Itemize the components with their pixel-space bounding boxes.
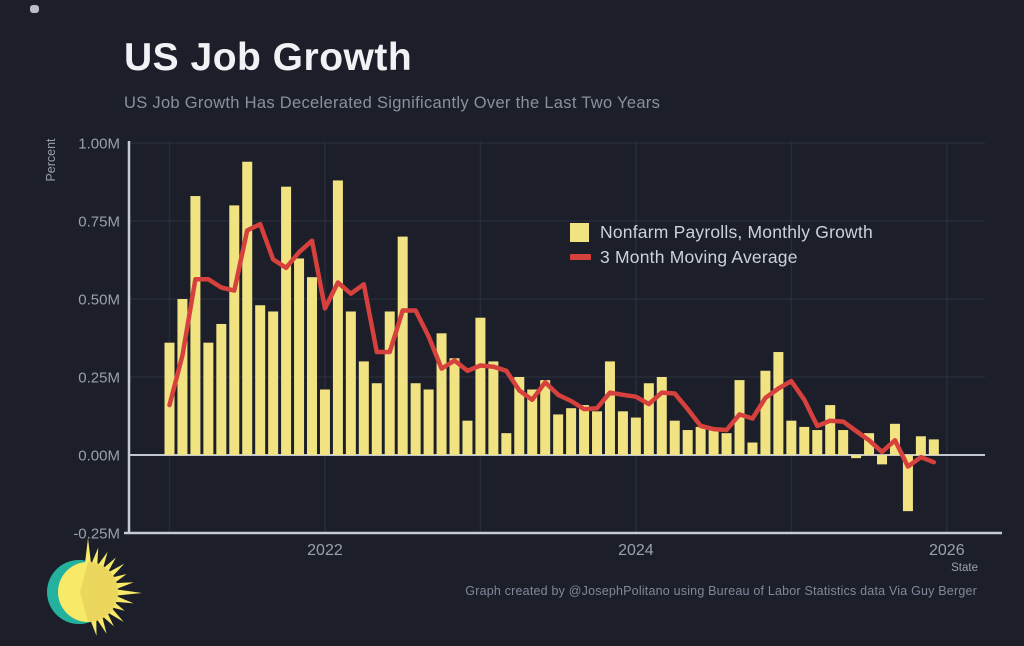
- y-tick-label: 0.75M: [78, 214, 120, 231]
- payroll-bar: [177, 299, 188, 455]
- y-axis-title: Percent: [44, 138, 58, 182]
- payroll-bar: [760, 370, 771, 455]
- payroll-bar: [488, 361, 499, 455]
- payroll-bar: [721, 433, 732, 455]
- payroll-bar: [307, 277, 318, 455]
- payroll-bar: [371, 383, 382, 455]
- payroll-bar: [294, 258, 305, 455]
- payroll-bar: [397, 236, 408, 455]
- payroll-bar: [838, 430, 849, 455]
- legend-label-bars: Nonfarm Payrolls, Monthly Growth: [600, 221, 873, 242]
- payroll-bar: [812, 430, 823, 455]
- payroll-bar: [864, 433, 875, 455]
- x-tick-label: 2024: [618, 542, 654, 559]
- page-subtitle: US Job Growth Has Decelerated Significan…: [124, 94, 661, 112]
- payroll-bar: [592, 411, 603, 455]
- payroll-bar: [255, 305, 266, 455]
- payroll-bar: [617, 411, 628, 455]
- payroll-bar: [216, 323, 227, 455]
- payroll-bar: [851, 455, 862, 459]
- y-tick-label: 0.50M: [78, 292, 120, 309]
- payroll-bar: [501, 433, 512, 455]
- payroll-bar: [242, 161, 253, 455]
- legend-label-line: 3 Month Moving Average: [600, 246, 798, 267]
- y-tick-labels: 1.00M 0.75M 0.50M 0.25M 0.00M -0.25M: [73, 136, 120, 543]
- payroll-bar: [436, 333, 447, 455]
- y-tick-label: 0.25M: [78, 370, 120, 387]
- payroll-bar: [423, 389, 434, 455]
- payroll-bar: [643, 383, 654, 455]
- payroll-bar: [384, 311, 395, 455]
- payroll-bar: [229, 205, 240, 455]
- payroll-bar: [877, 455, 888, 465]
- payroll-bar: [579, 405, 590, 455]
- payroll-bar: [345, 311, 356, 455]
- payroll-bar: [566, 408, 577, 455]
- payroll-bar: [527, 389, 538, 455]
- apricitas-sun-logo: [47, 538, 142, 636]
- line-series-swatch-icon: [570, 254, 591, 260]
- y-tick-label: -0.25M: [73, 526, 120, 543]
- y-tick-label: 0.00M: [78, 448, 120, 465]
- payroll-bar: [190, 196, 201, 456]
- x-tick-label: 2022: [307, 542, 343, 559]
- chart-legend: Nonfarm Payrolls, Monthly Growth 3 Month…: [570, 221, 873, 268]
- payroll-bar: [708, 430, 719, 455]
- logo-sun-facet: [80, 562, 118, 622]
- legend-item-nonfarm-payrolls: Nonfarm Payrolls, Monthly Growth: [570, 221, 873, 243]
- payroll-bar: [799, 426, 810, 455]
- payroll-bar: [462, 420, 473, 455]
- attribution-text: Graph created by @JosephPolitano using B…: [465, 584, 977, 598]
- payroll-bar: [281, 186, 292, 455]
- vertical-gridlines: [168, 141, 948, 533]
- payroll-bar: [695, 426, 706, 455]
- payroll-bar: [786, 420, 797, 455]
- payroll-bar: [203, 342, 214, 455]
- payroll-bar: [604, 361, 615, 455]
- bar-series-swatch-icon: [570, 222, 589, 242]
- payroll-bar: [358, 361, 369, 455]
- x-tick-labels: 2022 2024 2026: [307, 542, 965, 559]
- payroll-bar: [410, 383, 421, 455]
- moving-average-line: [167, 221, 937, 469]
- payroll-bar: [773, 352, 784, 455]
- payroll-bar: [928, 439, 939, 455]
- payroll-bar: [268, 311, 279, 455]
- screenshot-artifact-dot: [30, 5, 39, 13]
- payroll-bar: [332, 180, 343, 455]
- nonfarm-payrolls-bars: [164, 161, 939, 512]
- payroll-bar: [825, 405, 836, 455]
- payroll-bar: [747, 442, 758, 455]
- payroll-bar: [902, 455, 913, 512]
- payroll-bar: [915, 436, 926, 455]
- payroll-bar: [319, 389, 330, 455]
- payroll-bar: [514, 377, 525, 455]
- payroll-bar: [449, 358, 460, 455]
- payroll-bar: [540, 380, 551, 455]
- page-title: US Job Growth: [124, 36, 413, 79]
- x-tick-label: 2026: [929, 542, 965, 559]
- payroll-bar: [656, 377, 667, 455]
- y-tick-label: 1.00M: [78, 136, 120, 153]
- x-axis-title: State: [951, 562, 978, 574]
- payroll-bar: [669, 420, 680, 455]
- payroll-bar: [475, 317, 486, 455]
- payroll-bar: [682, 430, 693, 455]
- legend-item-moving-average: 3 Month Moving Average: [570, 246, 873, 268]
- payroll-bar: [630, 417, 641, 455]
- payroll-bar: [553, 414, 564, 455]
